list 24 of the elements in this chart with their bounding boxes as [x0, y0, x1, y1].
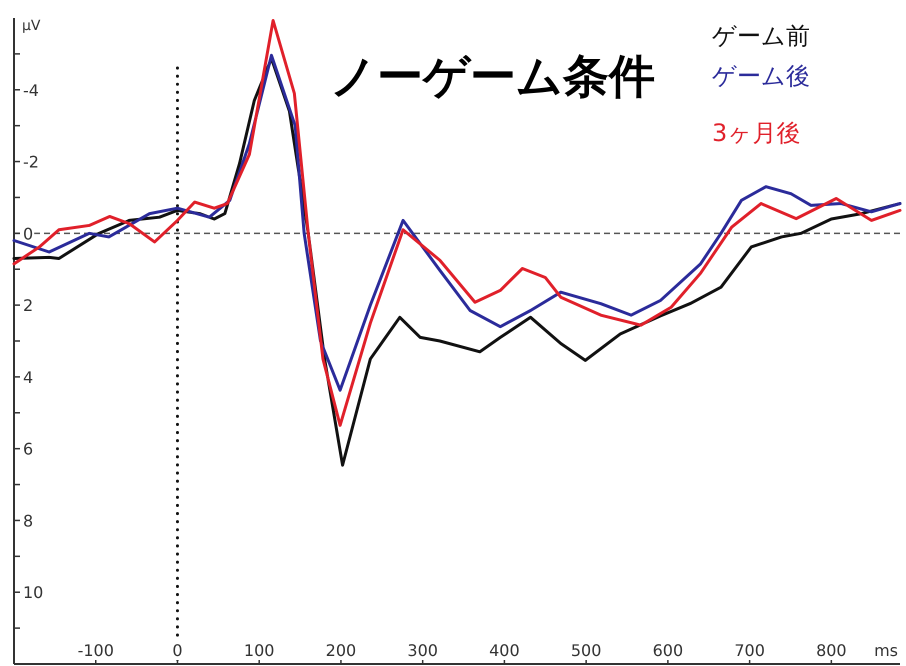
x-tick-label: 700 [734, 641, 765, 660]
y-tick-label: 0 [23, 224, 34, 244]
x-tick-label: 100 [244, 641, 274, 660]
y-tick-label: 8 [23, 511, 34, 530]
x-tick-label: 200 [326, 641, 356, 660]
x-tick-label: 400 [489, 641, 520, 660]
x-axis-title: ms [874, 641, 898, 660]
text: ゲーム後 [712, 62, 810, 90]
x-tick-label: 300 [407, 641, 438, 660]
y-axis-title: μV [22, 18, 41, 34]
y-tick-label: -4 [23, 80, 39, 100]
text: ノーゲーム条件 [330, 49, 655, 103]
x-tick-label: -100 [78, 641, 114, 660]
y-tick-label: 10 [23, 583, 44, 602]
y-tick-label: 2 [23, 296, 34, 316]
text: ゲーム前 [712, 22, 810, 50]
x-tick-label: 600 [652, 641, 684, 660]
text: 3ヶ月後 [712, 119, 800, 147]
y-tick-label: -2 [23, 152, 39, 172]
y-tick-label: 4 [23, 368, 34, 387]
x-tick-label: 0 [172, 641, 183, 660]
y-tick-label: 6 [23, 440, 34, 459]
x-tick-label: 500 [570, 641, 602, 660]
x-tick-label: 800 [816, 641, 847, 660]
